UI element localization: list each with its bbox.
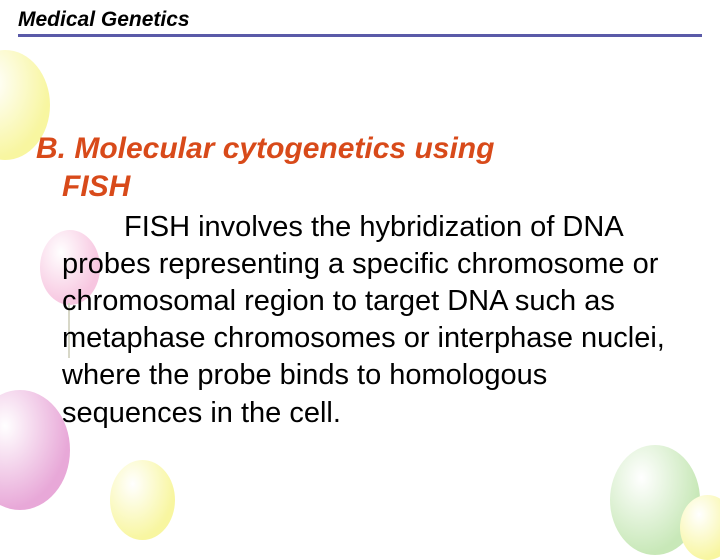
header-divider: [18, 34, 702, 37]
slide-content: B. Molecular cytogenetics using FISH FIS…: [36, 130, 684, 432]
section-heading: B. Molecular cytogenetics using FISH: [36, 130, 684, 205]
heading-line-1: B. Molecular cytogenetics using: [36, 132, 494, 165]
header-title: Medical Genetics: [18, 8, 702, 32]
slide-header: Medical Genetics: [18, 8, 702, 37]
heading-line-2: FISH: [36, 168, 684, 206]
balloon-decor: [110, 460, 175, 540]
body-paragraph: FISH involves the hybridization of DNA p…: [36, 209, 684, 432]
